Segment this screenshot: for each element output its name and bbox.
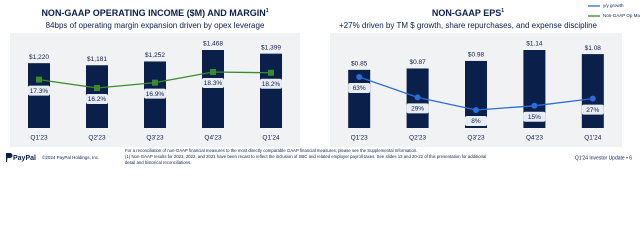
- marker: [210, 69, 216, 75]
- marker: [356, 74, 363, 80]
- marker: [473, 107, 479, 113]
- data-label: $0.98: [468, 52, 485, 59]
- footnote: For a reconciliation of non-GAAP financi…: [125, 148, 417, 153]
- data-label: $1,399: [261, 44, 281, 51]
- data-label: $0.85: [351, 61, 368, 68]
- label-box: [406, 103, 429, 114]
- page-number: Q1'24 Investor Update • 6: [575, 155, 632, 161]
- marker: [531, 102, 538, 109]
- label-box: [28, 85, 50, 96]
- marker: [589, 95, 596, 102]
- x-tick-label: Q1'23: [30, 135, 48, 142]
- data-label: 8%: [471, 118, 481, 125]
- data-label: 18.2%: [262, 81, 281, 88]
- data-label: $1.14: [526, 41, 543, 48]
- chart-subtitle: +27% driven by TM $ growth, share repurc…: [339, 21, 598, 30]
- data-label: $0.87: [409, 59, 426, 66]
- marker: [414, 94, 421, 101]
- label-box: [348, 83, 371, 93]
- copyright: ©2024 PayPal Holdings, Inc.: [42, 154, 99, 160]
- x-tick-label: Q2'23: [409, 135, 427, 142]
- label-box: [144, 88, 166, 99]
- x-tick-label: Q3'23: [467, 135, 485, 142]
- slide: NON-GAAP OPERATING INCOME ($M) AND MARGI…: [6, 3, 640, 165]
- marker: [94, 85, 100, 91]
- data-label: 18.3%: [204, 80, 223, 87]
- label-box: [202, 78, 224, 88]
- legend-label: Non-GAAP Op Margin: [603, 13, 640, 18]
- x-tick-label: Q1'23: [351, 135, 369, 142]
- chart-title: NON-GAAP OPERATING INCOME ($M) AND MARGI…: [41, 8, 268, 18]
- data-label: 15%: [528, 114, 541, 121]
- footnote: (1) Non-GAAP results for 2023, 2022, and…: [125, 154, 486, 159]
- logo-text: PayPal: [13, 155, 36, 162]
- data-label: 27%: [586, 107, 599, 114]
- marker: [36, 76, 42, 83]
- label-box: [465, 116, 487, 126]
- label-box: [86, 94, 108, 104]
- data-label: 16.9%: [146, 91, 165, 98]
- bar: [523, 50, 546, 128]
- chart-title: NON-GAAP EPS1: [432, 8, 504, 18]
- x-tick-label: Q1'24: [262, 135, 280, 142]
- bar: [260, 53, 282, 128]
- x-tick-label: Q1'24: [584, 135, 602, 142]
- bar: [581, 54, 604, 128]
- marker: [152, 79, 158, 86]
- data-label: $1,468: [203, 41, 223, 48]
- data-label: $1,220: [29, 54, 49, 61]
- label-box: [523, 111, 546, 122]
- x-tick-label: Q4'23: [204, 135, 222, 142]
- data-label: 17.3%: [30, 88, 49, 95]
- marker: [268, 69, 274, 76]
- x-tick-label: Q2'23: [88, 135, 106, 142]
- data-label: 16.2%: [88, 96, 107, 103]
- legend-label: y/y growth: [603, 3, 624, 8]
- chart-subtitle: 84bps of operating margin expansion driv…: [46, 21, 265, 30]
- data-label: $1.08: [585, 45, 602, 52]
- x-tick-label: Q3'23: [146, 135, 164, 142]
- logo: PayPal: [6, 153, 36, 162]
- data-label: $1,252: [145, 52, 165, 59]
- bar: [465, 60, 487, 128]
- label-box: [581, 104, 604, 115]
- footnote: detail and historical reconciliations.: [125, 160, 191, 165]
- data-label: 63%: [353, 85, 366, 92]
- label-box: [260, 78, 282, 89]
- bar: [202, 50, 224, 128]
- data-label: 29%: [411, 106, 424, 113]
- x-tick-label: Q4'23: [526, 135, 544, 142]
- data-label: $1,181: [87, 56, 107, 63]
